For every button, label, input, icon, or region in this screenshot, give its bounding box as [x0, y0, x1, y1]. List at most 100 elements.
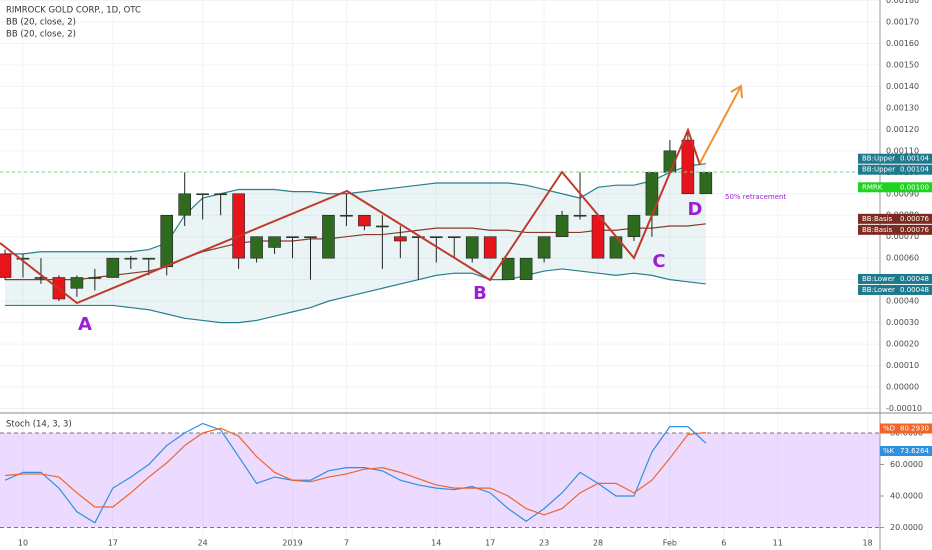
price-tag [858, 273, 932, 284]
candle-body [340, 214, 353, 217]
indicator-line [5, 268, 706, 324]
indicator-label: BB (20, close, 2) [6, 18, 76, 28]
legend-name: %K [883, 447, 895, 455]
value-tag [880, 423, 932, 434]
candle-body [465, 236, 479, 259]
projection-arrow [699, 87, 741, 164]
candle-body [358, 214, 371, 227]
y-tick-label: 0.00160 [886, 39, 919, 48]
y-tick-label: 40.0000 [890, 491, 923, 500]
chart-title: RIMROCK GOLD CORP., 1D, OTC [6, 6, 141, 16]
candle-body [16, 257, 30, 260]
tag-value: 0.00048 [900, 286, 929, 294]
candle-body [447, 236, 461, 239]
candle-body [394, 236, 407, 242]
y-tick-label: 0.00150 [886, 60, 919, 69]
tag-name: RMRK [862, 183, 883, 191]
x-tick-label: Feb [663, 539, 677, 548]
y-tick-label: 0.00030 [886, 318, 919, 327]
tag-value: 0.00076 [900, 226, 929, 234]
annotation: B [473, 283, 487, 304]
tag-name: BB:Upper [862, 166, 895, 174]
x-tick-label: 6 [721, 539, 726, 548]
x-tick-label: 10 [18, 539, 28, 548]
candle-body [322, 214, 335, 259]
value-label: 80.2930 [900, 425, 929, 433]
candle-body [537, 236, 551, 259]
legend-name: %D [883, 425, 895, 433]
candle-body [34, 277, 48, 279]
zigzag-drawing [0, 127, 701, 305]
candle-body [160, 214, 174, 268]
candle-body [699, 171, 713, 195]
y-tick-label: 0.00170 [886, 17, 919, 26]
indicator-line [4, 422, 707, 524]
indicator-line [4, 427, 706, 516]
x-tick-label: 14 [431, 539, 441, 548]
candle-body [214, 193, 227, 196]
candle-body [483, 236, 497, 259]
candle-body [178, 193, 191, 216]
candle-body [412, 236, 425, 239]
candle-body [124, 257, 138, 260]
candle-body [106, 257, 120, 278]
y-tick-label: 0.00070 [886, 232, 919, 241]
candle-body [555, 214, 569, 238]
y-tick-label: 0.00010 [886, 361, 919, 370]
candle-body [681, 139, 695, 195]
tag-value: 0.00076 [900, 215, 929, 223]
x-tick-label: 18 [862, 539, 872, 548]
price-tag [858, 182, 932, 193]
candle-body [429, 236, 443, 239]
pane-title: Stoch (14, 3, 3) [6, 420, 72, 430]
x-tick-label: 11 [773, 539, 783, 548]
tag-value: 0.00104 [900, 166, 929, 174]
price-tag [858, 213, 932, 224]
price-tag [858, 284, 932, 295]
tag-name: BB:Lower [862, 286, 895, 294]
y-tick-label: 0.00000 [886, 383, 919, 392]
tag-name: BB:Lower [862, 275, 895, 283]
tag-value: 0.00048 [900, 275, 929, 283]
price-tag [858, 224, 932, 235]
y-tick-label: 0.00130 [886, 103, 919, 112]
candle-body [250, 236, 263, 259]
indicator-label: BB (20, close, 2) [6, 30, 76, 40]
indicator-line [5, 223, 706, 281]
y-tick-label: 0.00110 [886, 146, 919, 155]
candle-body [501, 257, 515, 280]
candle-body [196, 193, 209, 196]
plot [0, 129, 713, 524]
candle-body [142, 257, 156, 260]
price-tag [858, 153, 932, 164]
x-tick-label: 2019 [282, 539, 302, 548]
y-tick-label: 0.00020 [886, 340, 919, 349]
candle-body [268, 236, 281, 248]
candle-body [645, 171, 659, 216]
annotation: 50% retracement [725, 193, 786, 201]
annotation: C [652, 251, 665, 272]
y-tick-label: 20.0000 [890, 523, 923, 532]
y-tick-label: 0.00060 [886, 254, 919, 263]
x-tick-label: 24 [198, 539, 208, 548]
x-tick-label: 23 [539, 539, 549, 548]
candle-body [627, 214, 641, 238]
value-tag [880, 446, 932, 457]
y-tick-label: 0.00180 [886, 0, 919, 5]
tag-name: BB:Basis [862, 226, 893, 234]
candle-body [88, 277, 102, 279]
y-tick-label: 0.00120 [886, 125, 919, 134]
annotation: A [78, 314, 92, 335]
value-label: 73.6264 [900, 447, 929, 455]
candle-body [591, 214, 605, 259]
y-tick-label: 0.00140 [886, 82, 919, 91]
tag-name: BB:Basis [862, 215, 893, 223]
y-tick-label: 0.00040 [886, 297, 919, 306]
candle-body [519, 257, 533, 280]
x-tick-label: 28 [593, 539, 603, 548]
tag-value: 0.00100 [900, 183, 929, 191]
arrow-head [730, 84, 743, 99]
y-tick-label: -0.00010 [886, 404, 922, 413]
annotation: D [688, 199, 703, 220]
